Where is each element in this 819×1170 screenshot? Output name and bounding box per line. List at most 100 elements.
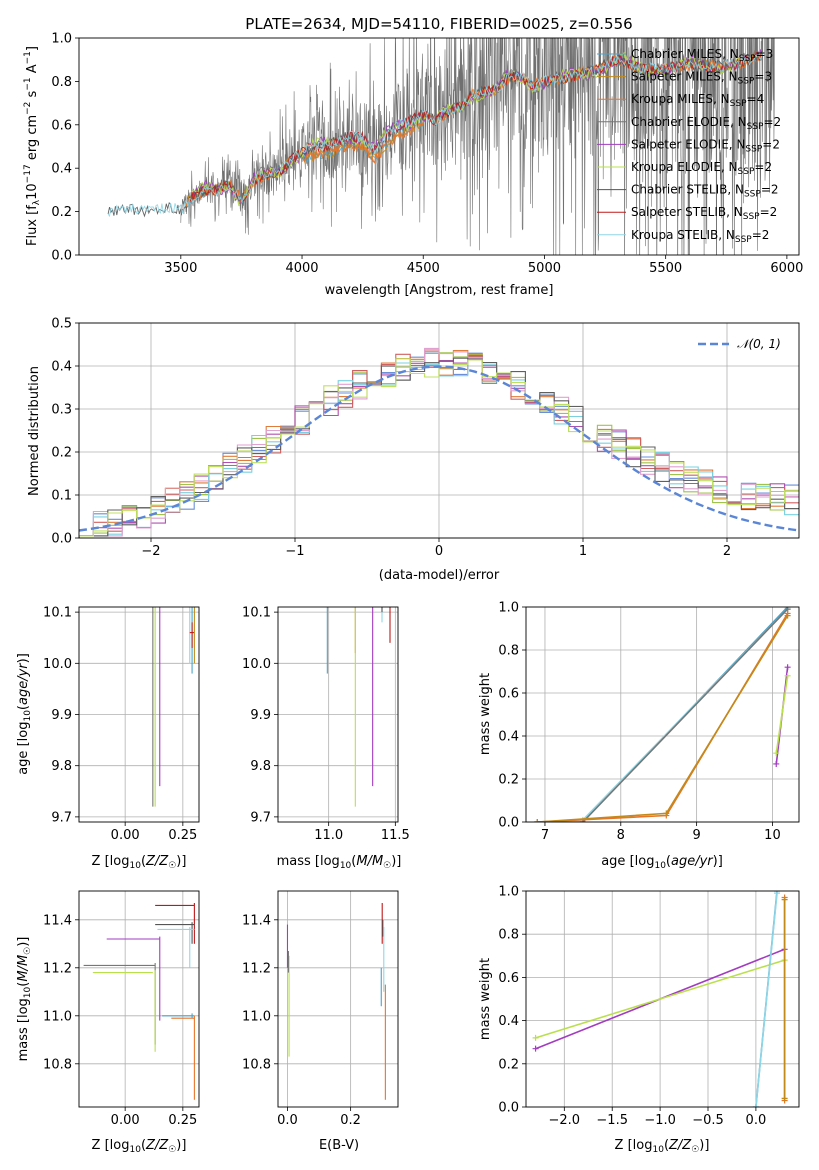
legend-text: Salpeter ELODIE, N — [631, 137, 745, 151]
wage-xlabel-part: age [log — [601, 854, 654, 869]
agem-xlabel-part: )] — [391, 854, 401, 869]
massz-xtick-label: 0.00 — [111, 1113, 140, 1128]
massz-ytick-label: 10.8 — [43, 1057, 72, 1072]
hist-ytick-label: 0.0 — [51, 532, 72, 547]
mass-weight-age-point — [784, 672, 791, 679]
massz-xlabel-part: 10 — [129, 1145, 141, 1155]
legend-text: Kroupa MILES, N — [631, 92, 730, 106]
mass-weight-vs-metallicity-panel: −2.0 −1.5 −1.0 −0.5 0.0 0.0 0.2 0.4 0.6 0.8 1.0 Z [… — [478, 885, 800, 1155]
wz-xlabel-part: ☉ — [691, 1145, 699, 1155]
massz-ytick-label: 11.4 — [43, 913, 72, 928]
agez-xlabel-part: Z [log — [92, 854, 130, 869]
agem-xlabel-part: M/M — [356, 854, 383, 869]
wage-series-group — [534, 607, 791, 822]
massz-xtick-label: 0.25 — [168, 1113, 197, 1128]
spectrum-legend-entry: Kroupa MILES, NSSP=4 — [631, 92, 764, 109]
wz-xlabel-part: Z [log — [615, 1138, 653, 1153]
agem-ytick-label: 10.0 — [242, 657, 271, 672]
spectrum-ylabel-part: ] — [25, 46, 40, 51]
residual-histogram-step — [79, 358, 799, 538]
histogram-plot-area: −2 −1 0 1 2 0.0 0.1 0.2 0.3 0.4 0.5 𝒩(0, 1) — [51, 317, 800, 559]
wage-xlabel: age [log10(age/yr)] — [601, 854, 723, 871]
massz-series-group — [83, 903, 195, 1100]
wage-xlabel-part: )] — [713, 854, 723, 869]
agez-ylabel: age [log10(age/yr)] — [16, 653, 33, 775]
legend-suffix: =2 — [763, 115, 781, 129]
spectrum-xlabel: wavelength [Angstrom, rest frame] — [325, 283, 554, 298]
wage-xtick-label: 7 — [541, 828, 549, 843]
spectrum-legend-entry: Chabrier STELIB, NSSP=2 — [631, 183, 779, 200]
agez-xlabel-part: 10 — [129, 861, 141, 871]
massebv-ytick-label: 11.2 — [242, 961, 271, 976]
mass-weight-age-point — [773, 760, 780, 767]
agez-ytick-label: 10.0 — [43, 657, 72, 672]
agem-ytick-label: 9.9 — [250, 708, 271, 723]
legend-sub: SSP — [747, 122, 764, 132]
spec-xtick-label: 4000 — [285, 261, 318, 276]
massebv-ytick-label: 10.8 — [242, 1057, 271, 1072]
massebv-xtick-label: 0.2 — [340, 1113, 361, 1128]
wz-ytick-label: 0.0 — [498, 1101, 519, 1116]
agem-ytick-label: 9.7 — [250, 810, 271, 825]
wz-series-group — [532, 891, 788, 1107]
wage-xlabel-part: age/yr — [671, 854, 714, 869]
agem-xtick-label: 11.5 — [381, 828, 410, 843]
hist-ytick-label: 0.2 — [51, 446, 72, 461]
wage-frame — [525, 606, 800, 823]
agem-xlabel-part: 10 — [340, 861, 352, 871]
agez-ytick-label: 10.1 — [43, 606, 72, 621]
mass-weight-age-series — [775, 675, 789, 754]
wz-xtick-label: −1.0 — [644, 1113, 676, 1128]
wage-xlabel-part: ( — [666, 854, 671, 869]
agez-ytick-label: 9.9 — [51, 708, 72, 723]
wage-xtick-label: 9 — [692, 828, 700, 843]
legend-text: Salpeter STELIB, N — [631, 205, 743, 219]
mass-weight-age-point — [784, 664, 791, 671]
massz-xlabel-part: Z/Z — [145, 1138, 169, 1153]
spec-xtick-label: 6000 — [770, 261, 803, 276]
agem-ytick-label: 10.1 — [242, 606, 271, 621]
residual-histogram-step — [79, 357, 799, 538]
agem-xlabel-part: ( — [351, 854, 356, 869]
spec-series-group — [107, 38, 775, 255]
mass-weight-age-point — [663, 810, 670, 817]
legend-sub: SSP — [738, 77, 755, 87]
agez-ylabel-part: age/yr — [16, 662, 31, 705]
spec-ytick-label: 1.0 — [51, 32, 72, 47]
agez-xlabel-part: ( — [141, 854, 146, 869]
agez-xtick-label: 0.25 — [168, 828, 197, 843]
mass-weight-z-point — [532, 1045, 539, 1052]
spectrum-ylabel-part: s — [25, 90, 40, 101]
age-vs-mass-panel: 11.0 11.5 9.7 9.8 9.9 10.0 10.1 mass [log10(M/M… — [242, 606, 410, 871]
agez-ytick-label: 9.8 — [51, 759, 72, 774]
wz-ylabel: mass weight — [478, 958, 493, 1040]
spectrum-ylabel-part: −17 — [23, 164, 33, 183]
wz-xtick-label: −1.5 — [596, 1113, 628, 1128]
spectrum-ylabel-part: λ — [32, 199, 42, 205]
legend-sub: SSP — [743, 212, 760, 222]
massebv-xtick-label: 0.0 — [277, 1113, 298, 1128]
legend-sub: SSP — [745, 144, 762, 154]
mass-weight-z-point — [752, 1104, 759, 1107]
wz-ytick-label: 0.8 — [498, 928, 519, 943]
agem-xlabel-part: mass [log — [277, 854, 340, 869]
spec-xtick-label: 4500 — [407, 261, 440, 276]
spec-ytick-label: 0.6 — [51, 118, 72, 133]
hist-xtick-label: −1 — [285, 544, 304, 559]
legend-sub: SSP — [739, 54, 756, 64]
hist-ytick-label: 0.4 — [51, 360, 72, 375]
mass-weight-age-series — [582, 608, 789, 822]
spec-xtick-label: 5500 — [649, 261, 682, 276]
legend-text: Chabrier MILES, N — [631, 47, 739, 61]
massz-xlabel-part: )] — [176, 1138, 186, 1153]
residual-histogram-panel: −2 −1 0 1 2 0.0 0.1 0.2 0.3 0.4 0.5 𝒩(0, 1) (data-m… — [27, 317, 800, 583]
massz-frame — [78, 890, 200, 1108]
mass-weight-z-series — [755, 893, 778, 1107]
agez-series-group — [152, 607, 195, 807]
wz-ytick-label: 0.6 — [498, 971, 519, 986]
spec-ytick-label: 0.2 — [51, 205, 72, 220]
agez-xlabel-part: ☉ — [168, 861, 176, 871]
agez-xlabel-part: Z/Z — [145, 854, 169, 869]
